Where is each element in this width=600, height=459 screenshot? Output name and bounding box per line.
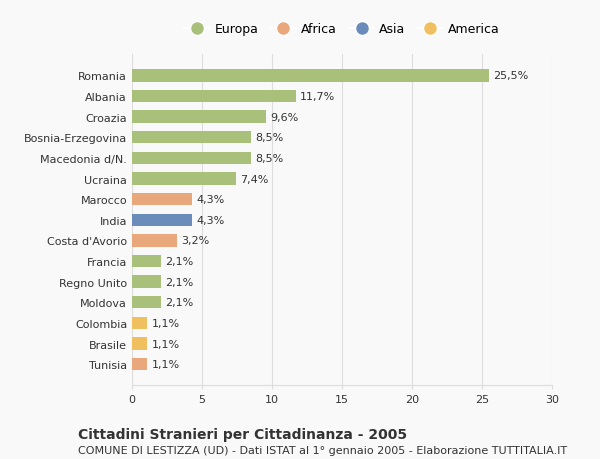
Text: 7,4%: 7,4% bbox=[240, 174, 268, 184]
Text: 2,1%: 2,1% bbox=[166, 277, 194, 287]
Text: 2,1%: 2,1% bbox=[166, 257, 194, 267]
Bar bbox=[132, 70, 489, 83]
Bar bbox=[132, 173, 236, 185]
Text: 4,3%: 4,3% bbox=[196, 215, 224, 225]
Text: 1,1%: 1,1% bbox=[152, 318, 180, 328]
Bar bbox=[132, 152, 251, 165]
Bar bbox=[132, 194, 192, 206]
Text: 3,2%: 3,2% bbox=[181, 236, 209, 246]
Text: Cittadini Stranieri per Cittadinanza - 2005: Cittadini Stranieri per Cittadinanza - 2… bbox=[78, 427, 407, 441]
Bar bbox=[132, 358, 148, 370]
Bar bbox=[132, 111, 266, 123]
Bar bbox=[132, 317, 148, 330]
Bar bbox=[132, 276, 161, 288]
Text: 4,3%: 4,3% bbox=[196, 195, 224, 205]
Bar bbox=[132, 297, 161, 309]
Text: COMUNE DI LESTIZZA (UD) - Dati ISTAT al 1° gennaio 2005 - Elaborazione TUTTITALI: COMUNE DI LESTIZZA (UD) - Dati ISTAT al … bbox=[78, 445, 567, 455]
Legend: Europa, Africa, Asia, America: Europa, Africa, Asia, America bbox=[179, 18, 505, 41]
Text: 9,6%: 9,6% bbox=[271, 112, 299, 123]
Bar bbox=[132, 255, 161, 268]
Text: 2,1%: 2,1% bbox=[166, 297, 194, 308]
Text: 1,1%: 1,1% bbox=[152, 339, 180, 349]
Bar bbox=[132, 91, 296, 103]
Bar bbox=[132, 338, 148, 350]
Text: 8,5%: 8,5% bbox=[255, 154, 283, 163]
Text: 25,5%: 25,5% bbox=[493, 71, 529, 81]
Bar bbox=[132, 132, 251, 144]
Bar bbox=[132, 214, 192, 226]
Text: 1,1%: 1,1% bbox=[152, 359, 180, 369]
Text: 11,7%: 11,7% bbox=[300, 92, 335, 102]
Text: 8,5%: 8,5% bbox=[255, 133, 283, 143]
Bar bbox=[132, 235, 177, 247]
